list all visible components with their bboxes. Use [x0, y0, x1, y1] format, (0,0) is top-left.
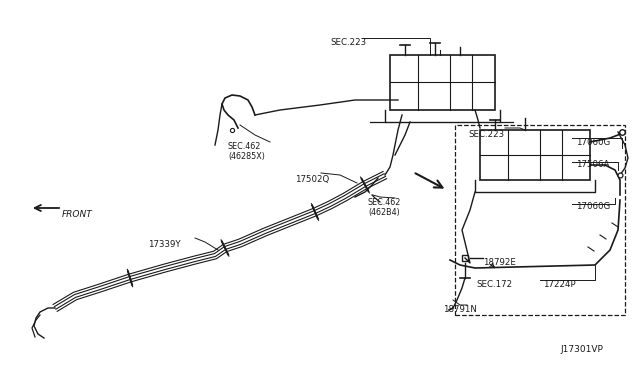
Text: 18791N: 18791N [443, 305, 477, 314]
Bar [480, 130, 590, 180]
Text: 17506A: 17506A [576, 160, 609, 169]
Bar [455, 125, 625, 315]
Text: 17060G: 17060G [576, 202, 611, 211]
Text: 17224P: 17224P [543, 280, 575, 289]
Bar [390, 55, 495, 110]
Text: 18792E: 18792E [483, 258, 516, 267]
Text: 17339Y: 17339Y [148, 240, 180, 249]
Text: 17060G: 17060G [576, 138, 611, 147]
Text: SEC.462
(46285X): SEC.462 (46285X) [228, 142, 265, 161]
Text: SEC.172: SEC.172 [476, 280, 512, 289]
Text: J17301VP: J17301VP [560, 345, 603, 354]
Text: SEC.223: SEC.223 [468, 130, 504, 139]
Text: FRONT: FRONT [62, 210, 93, 219]
Text: SEC.462
(462B4): SEC.462 (462B4) [368, 198, 401, 217]
Text: SEC.223: SEC.223 [330, 38, 366, 47]
Text: 17502Q: 17502Q [295, 175, 329, 184]
